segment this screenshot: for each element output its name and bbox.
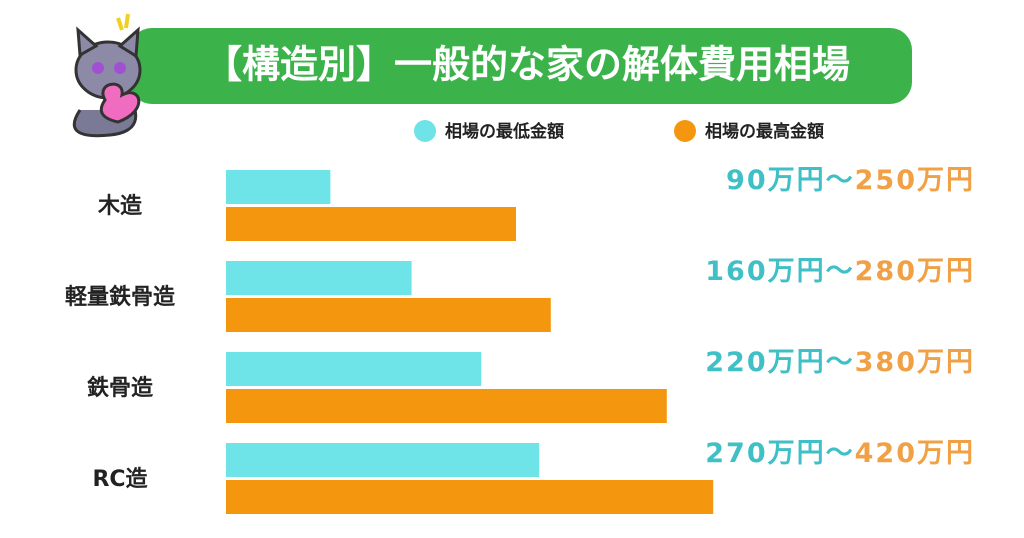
chart-title: 【構造別】一般的な家の解体費用相場 (204, 43, 850, 87)
range-separator: ～ (826, 256, 855, 287)
bar (226, 170, 331, 204)
value-label-part: 250万円 (855, 165, 975, 196)
range-separator: ～ (826, 165, 855, 196)
category-label: 木造 (97, 194, 142, 219)
range-separator: ～ (826, 347, 855, 378)
value-label-part: 90万円 (726, 165, 826, 196)
value-label-part: 280万円 (855, 256, 975, 287)
bar (226, 298, 551, 332)
value-label: 220万円～380万円 (705, 347, 975, 378)
value-label: 270万円～420万円 (705, 438, 975, 469)
legend-swatch (414, 120, 436, 142)
legend-label: 相場の最高金額 (705, 121, 824, 142)
bar (226, 389, 667, 423)
bar (226, 443, 540, 477)
bar (226, 480, 714, 514)
range-separator: ～ (826, 438, 855, 469)
category-label: RC造 (92, 467, 147, 492)
value-label-part: 380万円 (855, 347, 975, 378)
value-label-part: 420万円 (855, 438, 975, 469)
category-label: 鉄骨造 (87, 375, 153, 401)
value-label-part: 160万円 (705, 256, 825, 287)
value-label-part: 220万円 (705, 347, 825, 378)
bar (226, 207, 516, 241)
legend-swatch (674, 120, 696, 142)
category-label: 軽量鉄骨造 (65, 284, 175, 310)
bar (226, 352, 482, 386)
value-label: 160万円～280万円 (705, 256, 975, 287)
legend-label: 相場の最低金額 (445, 121, 564, 142)
bar (226, 261, 412, 295)
value-label-part: 270万円 (705, 438, 825, 469)
title-box (130, 28, 912, 104)
value-label: 90万円～250万円 (726, 165, 975, 196)
mascot (72, 13, 142, 138)
